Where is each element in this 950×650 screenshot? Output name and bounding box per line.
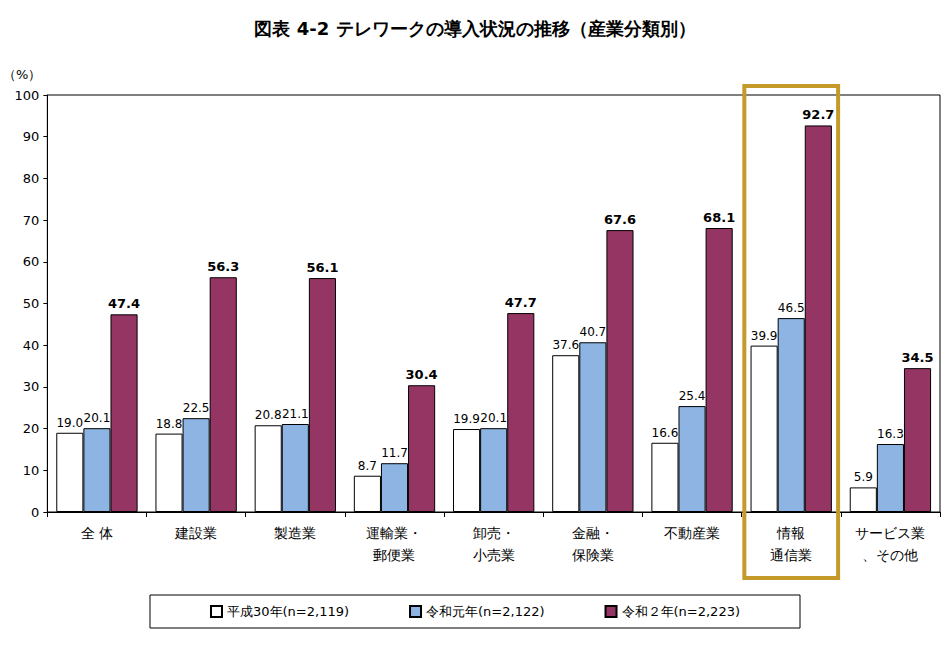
svg-text:60: 60 bbox=[23, 254, 40, 269]
svg-text:令和元年(n=2,122): 令和元年(n=2,122) bbox=[426, 604, 545, 619]
svg-text:30.4: 30.4 bbox=[406, 367, 438, 382]
svg-text:20.1: 20.1 bbox=[84, 411, 111, 425]
svg-text:80: 80 bbox=[23, 171, 40, 186]
svg-text:46.5: 46.5 bbox=[778, 301, 805, 315]
svg-text:令和２年(n=2,223): 令和２年(n=2,223) bbox=[622, 604, 741, 619]
svg-text:21.1: 21.1 bbox=[282, 407, 309, 421]
svg-text:郵便業: 郵便業 bbox=[373, 547, 415, 563]
svg-text:56.3: 56.3 bbox=[207, 259, 239, 274]
svg-text:19.9: 19.9 bbox=[453, 412, 480, 426]
svg-text:67.6: 67.6 bbox=[604, 212, 636, 227]
svg-text:16.6: 16.6 bbox=[652, 426, 679, 440]
svg-text:20.1: 20.1 bbox=[480, 411, 507, 425]
svg-text:90: 90 bbox=[23, 129, 40, 144]
svg-text:68.1: 68.1 bbox=[703, 210, 735, 225]
svg-text:47.7: 47.7 bbox=[505, 295, 537, 310]
svg-text:40: 40 bbox=[23, 338, 40, 353]
svg-text:92.7: 92.7 bbox=[802, 107, 834, 122]
svg-text:小売業: 小売業 bbox=[473, 547, 515, 563]
svg-text:（%）: （%） bbox=[3, 67, 41, 82]
svg-text:運輸業・: 運輸業・ bbox=[366, 525, 422, 541]
svg-text:16.3: 16.3 bbox=[877, 427, 904, 441]
svg-text:40.7: 40.7 bbox=[579, 325, 606, 339]
svg-text:通信業: 通信業 bbox=[770, 547, 812, 563]
svg-text:20: 20 bbox=[23, 421, 40, 436]
svg-text:不動産業: 不動産業 bbox=[664, 525, 720, 541]
svg-text:70: 70 bbox=[23, 213, 40, 228]
svg-text:19.0: 19.0 bbox=[56, 416, 83, 430]
svg-text:平成30年(n=2,119): 平成30年(n=2,119) bbox=[227, 604, 349, 619]
svg-text:図表 4-2 テレワークの導入状況の推移（産業分類別）: 図表 4-2 テレワークの導入状況の推移（産業分類別） bbox=[254, 18, 695, 39]
svg-text:5.9: 5.9 bbox=[854, 470, 873, 484]
svg-text:全 体: 全 体 bbox=[81, 525, 113, 541]
svg-text:0: 0 bbox=[31, 505, 39, 520]
svg-text:、その他: 、その他 bbox=[862, 547, 918, 563]
svg-text:100: 100 bbox=[15, 88, 40, 103]
svg-text:56.1: 56.1 bbox=[306, 260, 338, 275]
svg-text:金融・: 金融・ bbox=[572, 525, 614, 541]
svg-text:50: 50 bbox=[23, 296, 40, 311]
svg-text:22.5: 22.5 bbox=[183, 401, 210, 415]
svg-text:47.4: 47.4 bbox=[108, 296, 140, 311]
svg-text:サービス業: サービス業 bbox=[855, 525, 925, 541]
svg-text:製造業: 製造業 bbox=[274, 525, 316, 541]
svg-text:11.7: 11.7 bbox=[381, 446, 408, 460]
svg-text:20.8: 20.8 bbox=[255, 408, 282, 422]
svg-text:情報: 情報 bbox=[776, 525, 805, 541]
svg-text:8.7: 8.7 bbox=[358, 459, 377, 473]
svg-text:18.8: 18.8 bbox=[156, 417, 183, 431]
svg-text:25.4: 25.4 bbox=[679, 389, 706, 403]
svg-text:39.9: 39.9 bbox=[751, 329, 778, 343]
svg-text:保険業: 保険業 bbox=[572, 547, 614, 563]
svg-text:卸売・: 卸売・ bbox=[473, 525, 515, 541]
svg-text:建設業: 建設業 bbox=[174, 525, 217, 541]
svg-text:37.6: 37.6 bbox=[552, 338, 579, 352]
svg-text:34.5: 34.5 bbox=[901, 350, 933, 365]
svg-text:30: 30 bbox=[23, 379, 40, 394]
svg-text:10: 10 bbox=[23, 463, 40, 478]
